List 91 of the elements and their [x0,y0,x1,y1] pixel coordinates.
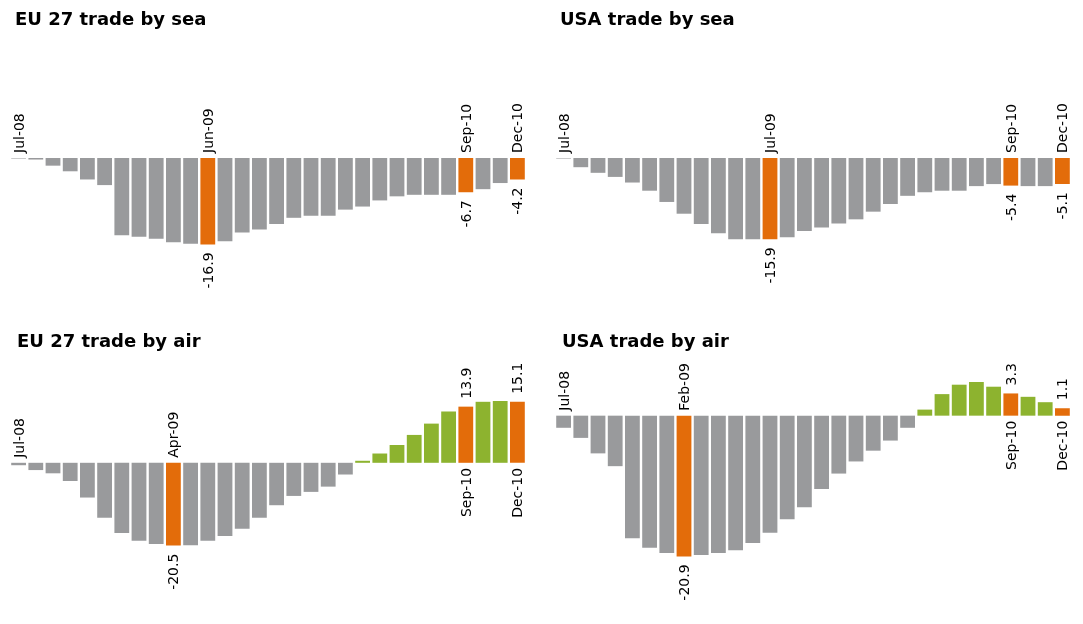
x-tick-label: Jul-08 [555,113,572,154]
bar [148,462,164,544]
bar [62,462,78,481]
bar [1003,393,1019,416]
bar [1020,396,1036,416]
bar [969,382,984,416]
bar [338,462,353,475]
bar [797,415,812,508]
bar [934,394,950,416]
bar [607,415,623,467]
bar [848,415,864,462]
bar [80,462,95,498]
data-label: -6.7 [457,200,474,228]
bar [556,415,571,428]
bar [986,386,1001,416]
x-tick-label: Jul-08 [555,370,572,412]
x-tick-label: Sep-10 [457,467,474,518]
bar [745,415,761,543]
x-tick-label: Jul-09 [762,113,778,154]
bar [320,462,336,487]
data-label: 15.1 [509,362,526,394]
bar [693,415,709,556]
data-label: 13.9 [457,367,474,399]
bar [252,462,267,518]
bar [424,423,439,463]
x-tick-label: Sep-10 [1002,420,1019,470]
x-tick-label: Apr-09 [165,411,182,458]
bar [779,415,795,520]
bar [814,415,829,490]
x-tick-label: Jul-08 [10,113,27,154]
data-label: -15.9 [762,247,778,284]
x-tick-label: Feb-09 [676,363,692,411]
bar [234,462,250,529]
bar [183,462,198,546]
x-tick-label: Sep-10 [457,103,474,153]
bar [1037,402,1053,416]
data-label: -4.2 [509,187,526,215]
bar [28,462,44,471]
bar [114,462,130,534]
bar [372,453,388,463]
chart-title: EU 27 trade by sea [15,7,207,29]
bar [45,462,61,474]
x-tick-label: Dec-10 [1054,103,1071,153]
x-tick-label: Dec-10 [1054,420,1071,471]
bar [831,415,847,474]
bar [642,415,657,548]
bar [573,415,589,438]
bar [762,415,778,533]
bar [166,462,181,546]
bar [900,415,915,428]
chart-title: USA trade by sea [560,7,735,29]
bar [865,415,881,451]
bar [590,415,606,454]
bar [475,401,491,463]
bar [1055,408,1070,416]
bar [659,415,675,554]
bar [625,415,640,539]
bar [728,415,743,551]
bar [458,406,474,463]
bar [303,462,319,492]
chart-title: USA trade by air [562,329,729,351]
x-tick-label: Sep-10 [1002,103,1019,153]
data-label: -20.9 [676,564,692,601]
bar [711,415,726,554]
bar [389,445,405,463]
data-label: -5.4 [1002,193,1019,221]
bar [131,462,147,541]
bar [492,400,508,463]
bar [951,384,967,416]
bar [441,411,456,463]
x-tick-label: Jun-09 [199,108,216,154]
data-label: -20.5 [165,553,182,590]
bar [217,462,233,536]
bar [510,401,525,463]
bar [917,409,933,416]
bar [406,434,422,463]
bar [883,415,898,441]
data-label: -16.9 [199,252,216,289]
bar [97,462,112,518]
bar [269,462,284,506]
x-tick-label: Dec-10 [509,467,526,518]
data-label: 1.1 [1054,377,1071,401]
data-label: -5.1 [1054,192,1071,220]
chart-title: EU 27 trade by air [17,329,201,351]
bar [200,462,216,541]
bar [355,460,370,463]
x-tick-label: Dec-10 [509,103,526,153]
bar [676,415,692,557]
x-tick-label: Jul-08 [10,418,27,459]
bar [286,462,302,496]
data-label: 3.3 [1002,363,1019,386]
